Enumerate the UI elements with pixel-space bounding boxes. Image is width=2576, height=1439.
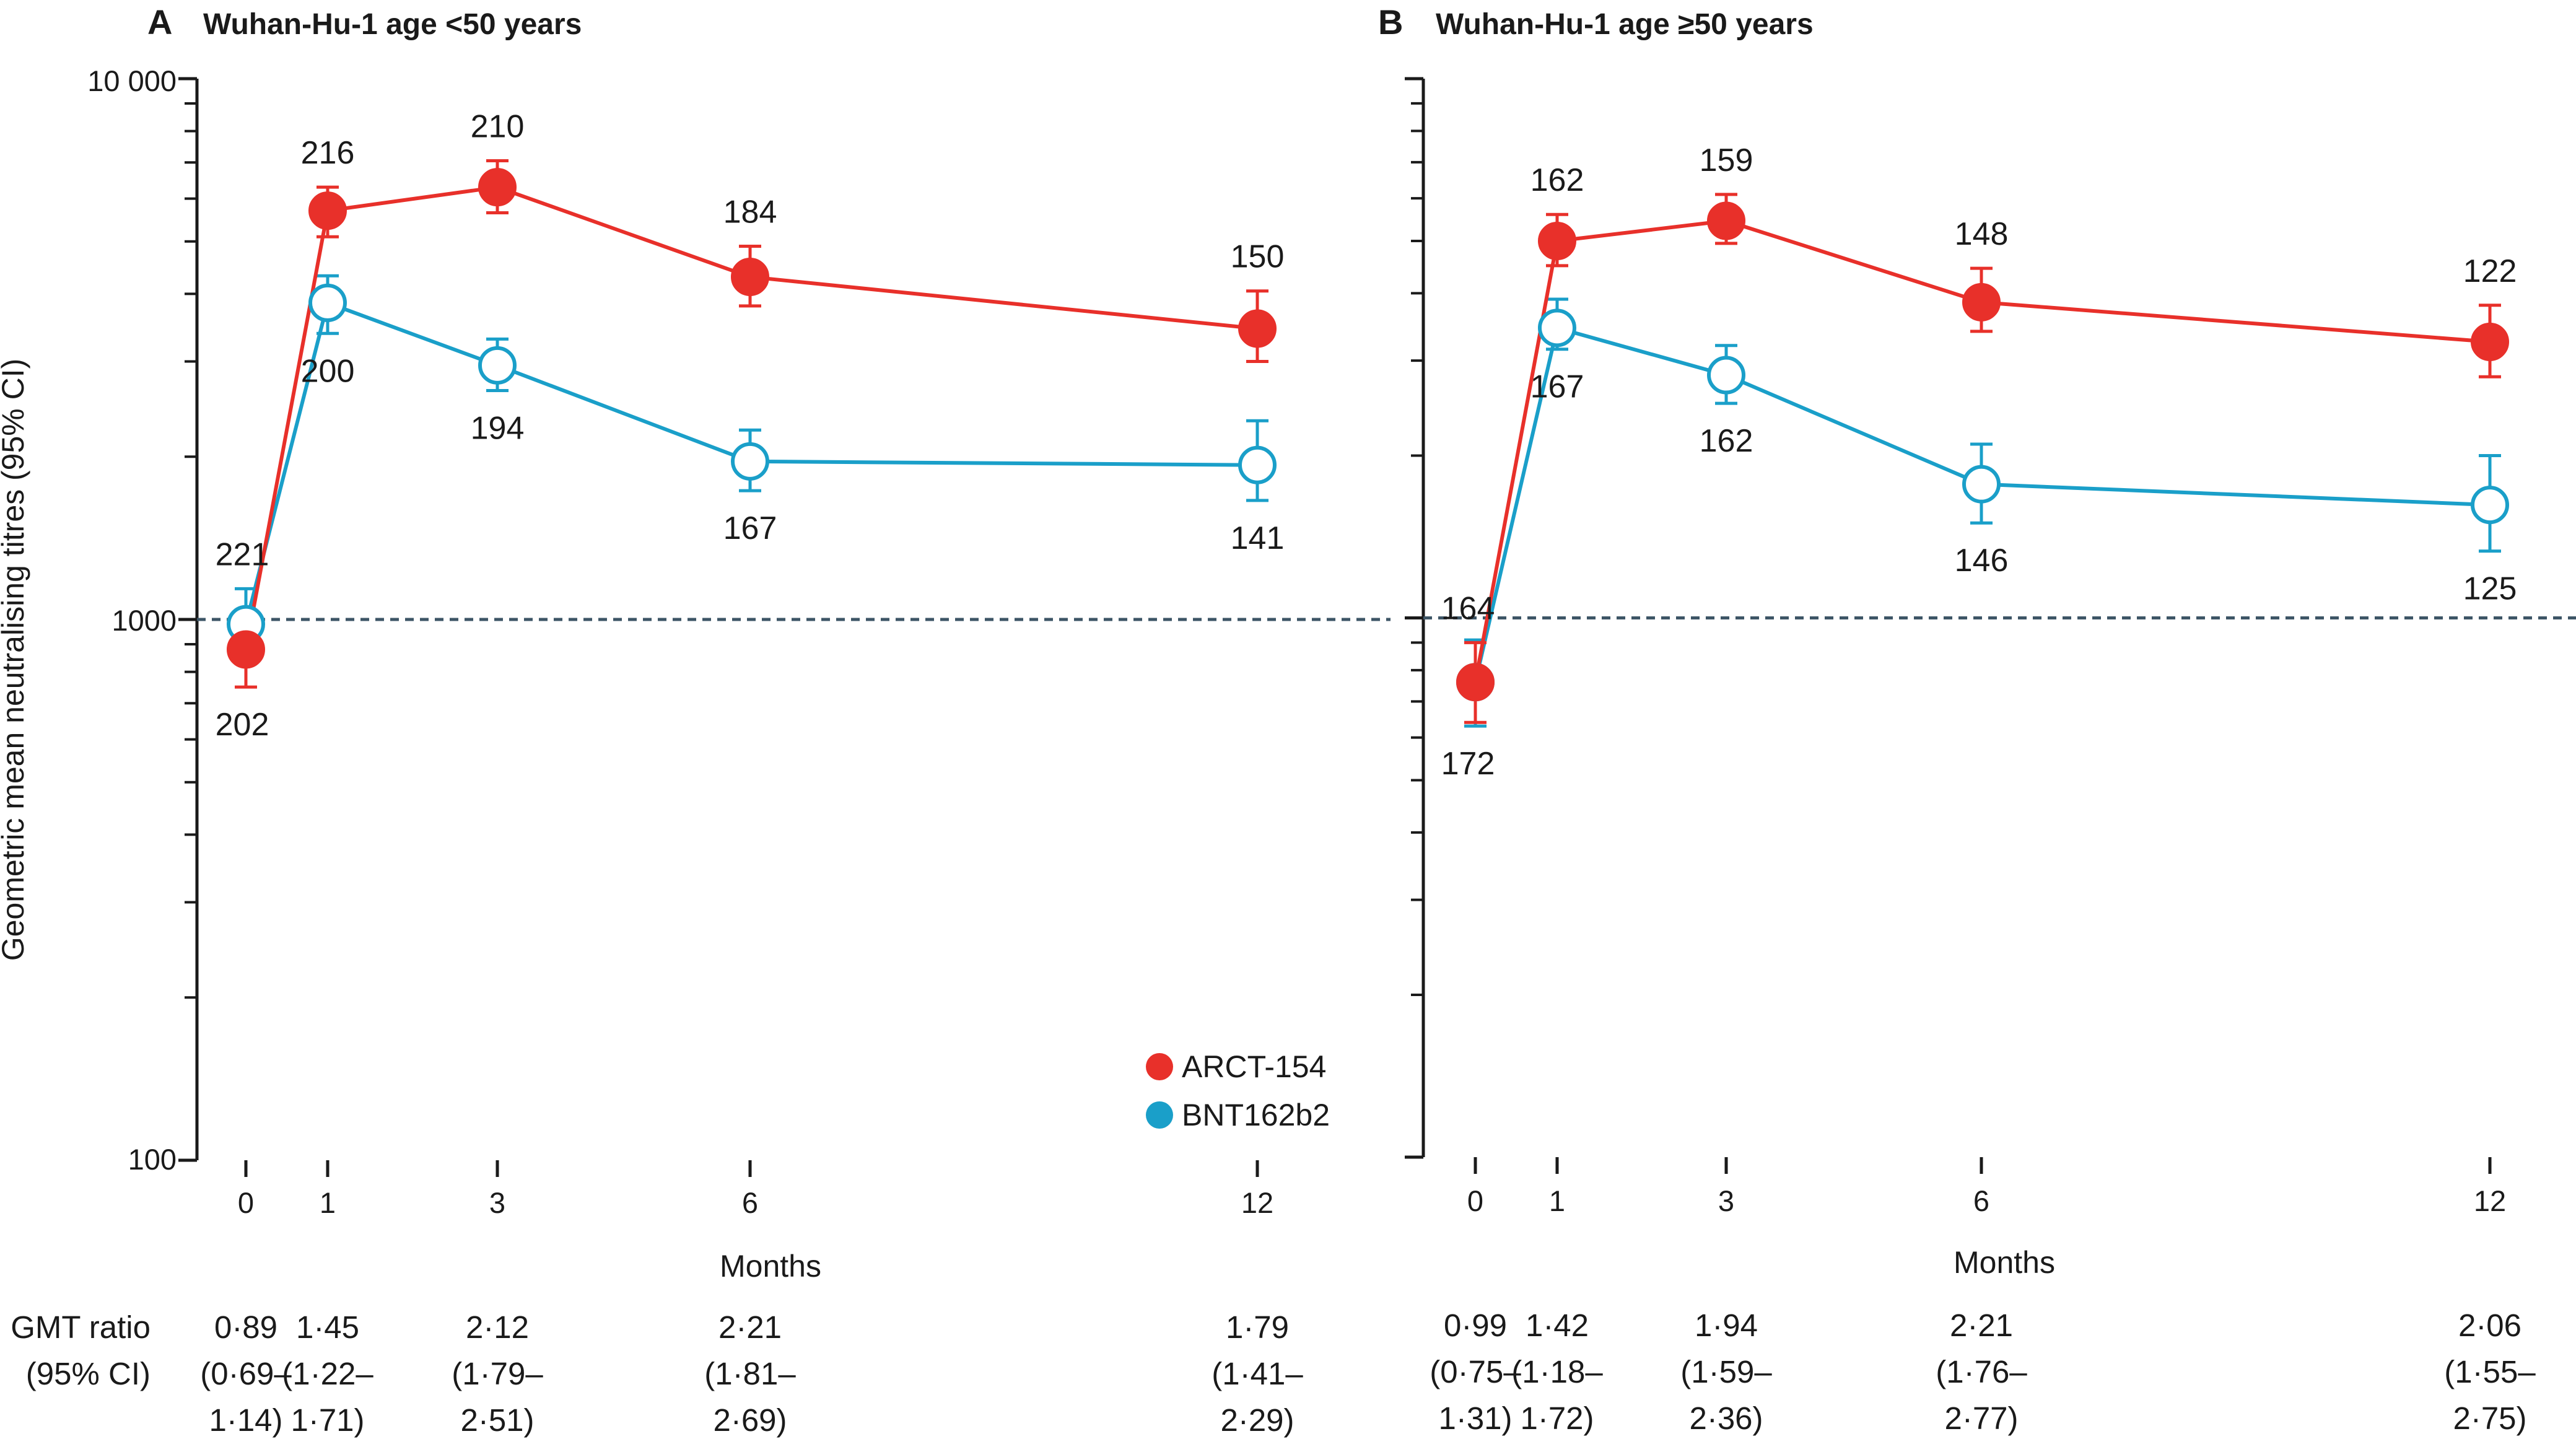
panel-b-point-arct-154-0 [1456,663,1495,702]
panel-b-point-arct-154-6 [1962,282,2001,321]
panel-a-n-label-arct-154-0: 202 [216,707,269,743]
panel-a-point-bnt162b2-3 [478,346,517,385]
y-tick-label-1000: 1000 [111,604,177,637]
y-axis-title: Geometric mean neutralising titres (95% … [0,359,30,961]
panel-a-x-axis-title: Months [720,1249,821,1284]
panel-a-point-arct-154-0 [227,630,265,669]
panel-a-gmt-ratio-ci-low-6: (1·81– [704,1356,796,1391]
panel-b-gmt-ratio-ci-high-1: 1·72) [1520,1401,1594,1436]
gmt-ratio-ci-label: (95% CI) [26,1356,151,1391]
panel-a-point-arct-154-12 [1238,309,1277,348]
legend-marker-bnt162b2 [1146,1101,1173,1129]
panel-b-n-label-arct-154-12: 122 [2463,253,2517,289]
panel-b-n-label-arct-154-1: 162 [1530,162,1584,198]
panel-b-gmt-ratio-ci-high-3: 2·36) [1689,1401,1763,1436]
panel-a-gmt-ratio-ci-high-0: 1·14) [209,1402,282,1438]
panel-b-n-label-bnt162b2-6: 146 [1955,543,2009,579]
panel-b-n-label-bnt162b2-3: 162 [1700,423,1753,459]
panel-a-x-tick-label-0: 0 [238,1186,254,1219]
panel-b-gmt-ratio-ci-high-6: 2·77) [1944,1401,2018,1436]
panel-b-gmt-ratio-ci-low-0: (0·75– [1430,1354,1521,1389]
panel-b-x-tick-label-6: 6 [1973,1184,1989,1217]
panel-a-gmt-ratio-value-3: 2·12 [466,1310,529,1345]
gmt-ratio-table: 0·89 (0·69– 1·14) 1·45 (1·22– 1·71) 2·12 (1·79–… [200,1308,2536,1438]
panel-b-n-label-arct-154-3: 159 [1700,142,1753,178]
legend-marker-arct-154 [1146,1053,1173,1080]
panel-b-gmt-ratio-ci-high-12: 2·75) [2453,1401,2526,1436]
legend: ARCT-154 BNT162b2 [1146,1049,1330,1132]
panel-a-n-label-bnt162b2-0: 221 [216,536,269,572]
panel-b-point-bnt162b2-3 [1707,356,1745,395]
panel-b-point-bnt162b2-12 [2471,486,2509,525]
panel-b-letter: B [1378,2,1403,42]
panel-a-point-bnt162b2-1 [308,283,347,322]
panel-b-n-label-bnt162b2-0: 172 [1441,746,1495,782]
panel-a-gmt-ratio-ci-high-3: 2·51) [460,1402,534,1438]
panel-a-x-tick-label-6: 6 [742,1186,758,1219]
legend-label-bnt162b2: BNT162b2 [1182,1098,1330,1132]
panel-b-gmt-ratio-value-6: 2·21 [1950,1308,2013,1343]
panel-b-n-label-bnt162b2-12: 125 [2463,571,2517,607]
panel-b-gmt-ratio-value-3: 1·94 [1695,1308,1758,1343]
panel-a-x-tick-label-12: 12 [1241,1186,1273,1219]
panel-a-gmt-ratio-value-6: 2·21 [718,1310,782,1345]
panel-a-letter: A [147,2,172,42]
panel-a-n-label-bnt162b2-3: 194 [471,411,525,447]
y-tick-label-10000: 10 000 [87,64,177,97]
panel-a-gmt-ratio-ci-high-6: 2·69) [713,1402,787,1438]
panel-a-point-bnt162b2-12 [1238,445,1277,484]
panel-a-n-label-bnt162b2-6: 167 [723,510,777,546]
panel-a-point-arct-154-1 [308,191,347,230]
panel-b-gmt-ratio-value-1: 1·42 [1526,1308,1589,1343]
panel-a-gmt-ratio-ci-high-12: 2·29) [1220,1402,1294,1438]
panel-a-x-tick-label-1: 1 [320,1186,336,1219]
panel-b-x-tick-label-12: 12 [2474,1184,2506,1217]
legend-label-arct-154: ARCT-154 [1182,1049,1326,1084]
panel-a-point-arct-154-6 [731,257,769,296]
panel-b-n-label-bnt162b2-1: 167 [1530,369,1584,405]
panel-a-gmt-ratio-value-1: 1·45 [296,1310,359,1345]
panel-b-gmt-ratio-ci-high-0: 1·31) [1438,1401,1512,1436]
panel-a-gmt-ratio-ci-low-1: (1·22– [282,1356,373,1391]
panel-a-gmt-ratio-ci-low-0: (0·69– [200,1356,292,1391]
y-tick-label-100: 100 [128,1143,177,1176]
panel-a-n-label-arct-154-1: 216 [301,135,355,171]
panel-a-point-arct-154-3 [478,168,517,207]
panel-a-gmt-ratio-ci-low-3: (1·79– [452,1356,543,1391]
panel-b-gmt-ratio-ci-low-6: (1·76– [1936,1354,2027,1389]
panel-a-gmt-ratio-ci-low-12: (1·41– [1212,1356,1303,1391]
panel-b-point-arct-154-3 [1707,201,1745,240]
panel-a-gmt-ratio-value-12: 1·79 [1226,1310,1289,1345]
panel-b-gmt-ratio-ci-low-3: (1·59– [1680,1354,1772,1389]
panel-b-title: Wuhan-Hu-1 age ≥50 years [1436,8,1814,41]
panel-b-point-bnt162b2-1 [1538,308,1576,348]
panel-a-n-label-bnt162b2-1: 200 [301,353,355,389]
panel-b-gmt-ratio-value-12: 2·06 [2458,1308,2521,1343]
panel-a-gmt-ratio-value-0: 0·89 [214,1310,277,1345]
panel-b-point-bnt162b2-6 [1962,465,2001,504]
panel-a-n-label-arct-154-12: 150 [1231,239,1285,275]
panel-a-point-bnt162b2-6 [731,442,769,481]
panel-b-gmt-ratio-ci-low-12: (1·55– [2444,1354,2536,1389]
panel-a-n-label-bnt162b2-12: 141 [1231,520,1285,556]
axes [178,77,2492,1177]
panel-b-x-axis-title: Months [1954,1245,2055,1280]
panel-b-x-tick-label-3: 3 [1718,1184,1734,1217]
panel-b-n-label-arct-154-6: 148 [1955,216,2009,252]
plot-area: 221 200 194 167 141 202 216 210 184 150 172 167 162 1… [197,109,2576,782]
panel-b-x-tick-label-0: 0 [1467,1184,1483,1217]
panel-b-x-tick-label-1: 1 [1549,1184,1565,1217]
panel-a-n-label-arct-154-3: 210 [471,109,525,145]
panel-a-title: Wuhan-Hu-1 age <50 years [203,8,582,41]
panel-a-gmt-ratio-ci-high-1: 1·71) [290,1402,364,1438]
panel-a-n-label-arct-154-6: 184 [723,194,777,230]
panel-b-n-label-arct-154-0: 164 [1441,590,1495,626]
panel-b-gmt-ratio-ci-low-1: (1·18– [1511,1354,1603,1389]
panel-b-gmt-ratio-value-0: 0·99 [1444,1308,1507,1343]
panel-b-point-arct-154-1 [1538,222,1576,261]
panel-a-x-tick-label-3: 3 [489,1186,505,1219]
gmt-ratio-label: GMT ratio [11,1310,151,1345]
panel-b-point-arct-154-12 [2471,322,2509,361]
